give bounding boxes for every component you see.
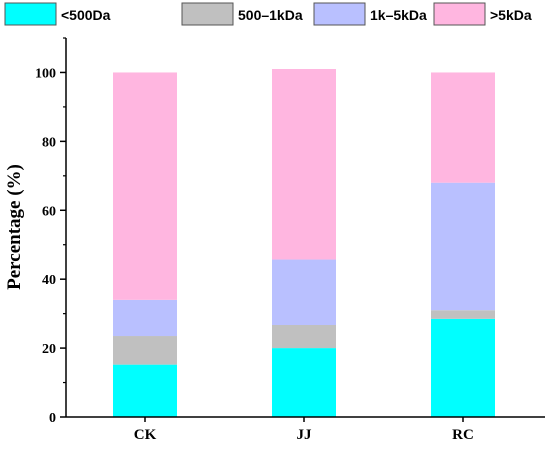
legend-swatch-1: [181, 2, 234, 26]
bar-ck-series-1: [113, 336, 177, 365]
x-tick-label-ck: CK: [134, 427, 157, 443]
legend-label-2: 1k–5kDa: [370, 7, 427, 23]
y-tick-label: 100: [35, 66, 56, 81]
legend: <500Da 500–1kDa 1k–5kDa >5kDa: [4, 2, 532, 26]
y-tick-label: 80: [42, 135, 56, 150]
y-tick-label: 0: [49, 411, 56, 426]
legend-label-1: 500–1kDa: [238, 7, 303, 23]
bar-ck-series-0: [113, 364, 177, 417]
bar-jj-series-2: [272, 259, 336, 326]
bar-rc-series-3: [431, 72, 495, 183]
bar-rc-series-2: [431, 182, 495, 311]
bar-jj-series-0: [272, 348, 336, 417]
y-tick-label: 60: [42, 204, 56, 219]
legend-swatch-2: [313, 2, 366, 26]
y-tick-label: 40: [42, 273, 56, 288]
bar-ck-series-3: [113, 72, 177, 300]
y-tick-label: 20: [42, 342, 56, 357]
axes: 0 20 40 60 80 100 CK JJ RC: [35, 37, 545, 443]
x-tick-label-rc: RC: [452, 427, 474, 443]
x-tick-label-jj: JJ: [297, 427, 313, 443]
legend-label-3: >5kDa: [490, 7, 532, 23]
bar-rc-series-1: [431, 310, 495, 319]
legend-swatch-0: [4, 2, 57, 26]
bar-rc-series-0: [431, 318, 495, 417]
bar-jj-series-3: [272, 69, 336, 260]
bar-ck-series-2: [113, 299, 177, 337]
legend-label-0: <500Da: [61, 7, 111, 23]
legend-swatch-3: [433, 2, 486, 26]
bar-jj-series-1: [272, 325, 336, 349]
bars: [113, 69, 495, 417]
y-axis-title: Percentage (%): [4, 164, 25, 290]
